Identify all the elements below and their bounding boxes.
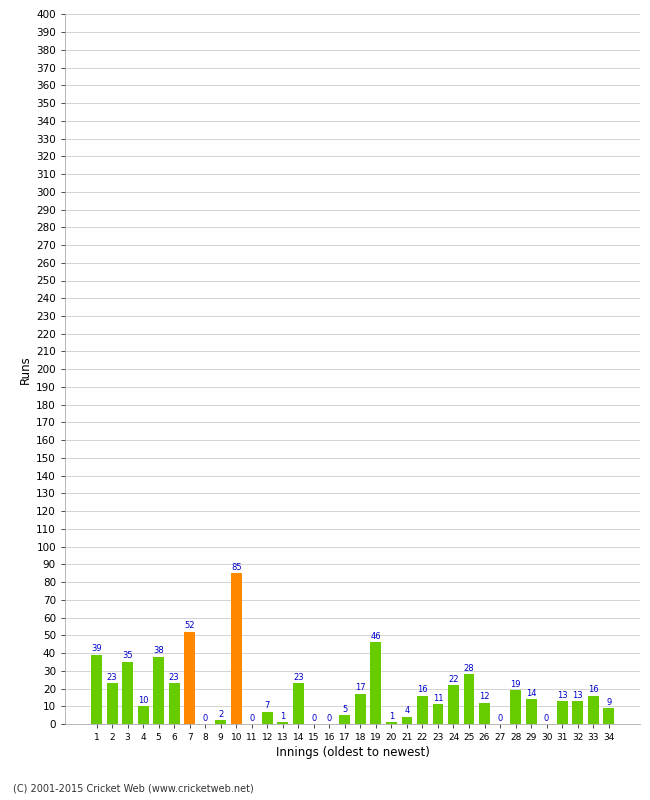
Text: 4: 4 (404, 706, 410, 715)
Bar (386, 722, 397, 724)
Text: 16: 16 (417, 685, 428, 694)
Y-axis label: Runs: Runs (19, 355, 32, 383)
Text: 11: 11 (433, 694, 443, 703)
Text: 1: 1 (280, 712, 285, 721)
Bar (262, 711, 273, 724)
Text: 23: 23 (107, 673, 118, 682)
Text: 10: 10 (138, 696, 148, 705)
Text: 0: 0 (311, 714, 317, 722)
Text: 13: 13 (572, 690, 583, 699)
Text: 0: 0 (249, 714, 254, 722)
Bar (215, 721, 226, 724)
Bar (510, 690, 521, 724)
Bar (402, 717, 412, 724)
Bar (432, 705, 443, 724)
Bar (556, 701, 567, 724)
Text: 0: 0 (544, 714, 549, 722)
Text: 46: 46 (370, 632, 381, 641)
Text: 16: 16 (588, 685, 599, 694)
Bar (463, 674, 474, 724)
Text: 13: 13 (557, 690, 567, 699)
Bar (169, 683, 179, 724)
X-axis label: Innings (oldest to newest): Innings (oldest to newest) (276, 746, 430, 759)
Text: 5: 5 (343, 705, 348, 714)
Bar (448, 685, 459, 724)
Text: (C) 2001-2015 Cricket Web (www.cricketweb.net): (C) 2001-2015 Cricket Web (www.cricketwe… (13, 784, 254, 794)
Text: 1: 1 (389, 712, 394, 721)
Bar (91, 655, 102, 724)
Text: 35: 35 (122, 651, 133, 661)
Bar (293, 683, 304, 724)
Text: 22: 22 (448, 674, 459, 683)
Bar (417, 696, 428, 724)
Bar (122, 662, 133, 724)
Text: 7: 7 (265, 701, 270, 710)
Text: 0: 0 (497, 714, 502, 722)
Text: 17: 17 (355, 683, 366, 693)
Bar (138, 706, 149, 724)
Text: 85: 85 (231, 562, 242, 572)
Text: 23: 23 (293, 673, 304, 682)
Bar (370, 642, 382, 724)
Bar (355, 694, 366, 724)
Bar (526, 699, 536, 724)
Bar (184, 632, 195, 724)
Text: 9: 9 (606, 698, 611, 706)
Bar (588, 696, 599, 724)
Bar (153, 657, 164, 724)
Text: 12: 12 (479, 692, 490, 702)
Text: 19: 19 (510, 680, 521, 689)
Text: 28: 28 (463, 664, 474, 673)
Text: 52: 52 (185, 622, 195, 630)
Bar (603, 708, 614, 724)
Text: 23: 23 (169, 673, 179, 682)
Text: 0: 0 (203, 714, 208, 722)
Bar (107, 683, 118, 724)
Text: 38: 38 (153, 646, 164, 655)
Bar (339, 715, 350, 724)
Bar (278, 722, 288, 724)
Text: 39: 39 (91, 644, 102, 654)
Text: 0: 0 (327, 714, 332, 722)
Text: 14: 14 (526, 689, 536, 698)
Bar (479, 702, 490, 724)
Text: 2: 2 (218, 710, 224, 719)
Bar (572, 701, 583, 724)
Bar (231, 574, 242, 724)
